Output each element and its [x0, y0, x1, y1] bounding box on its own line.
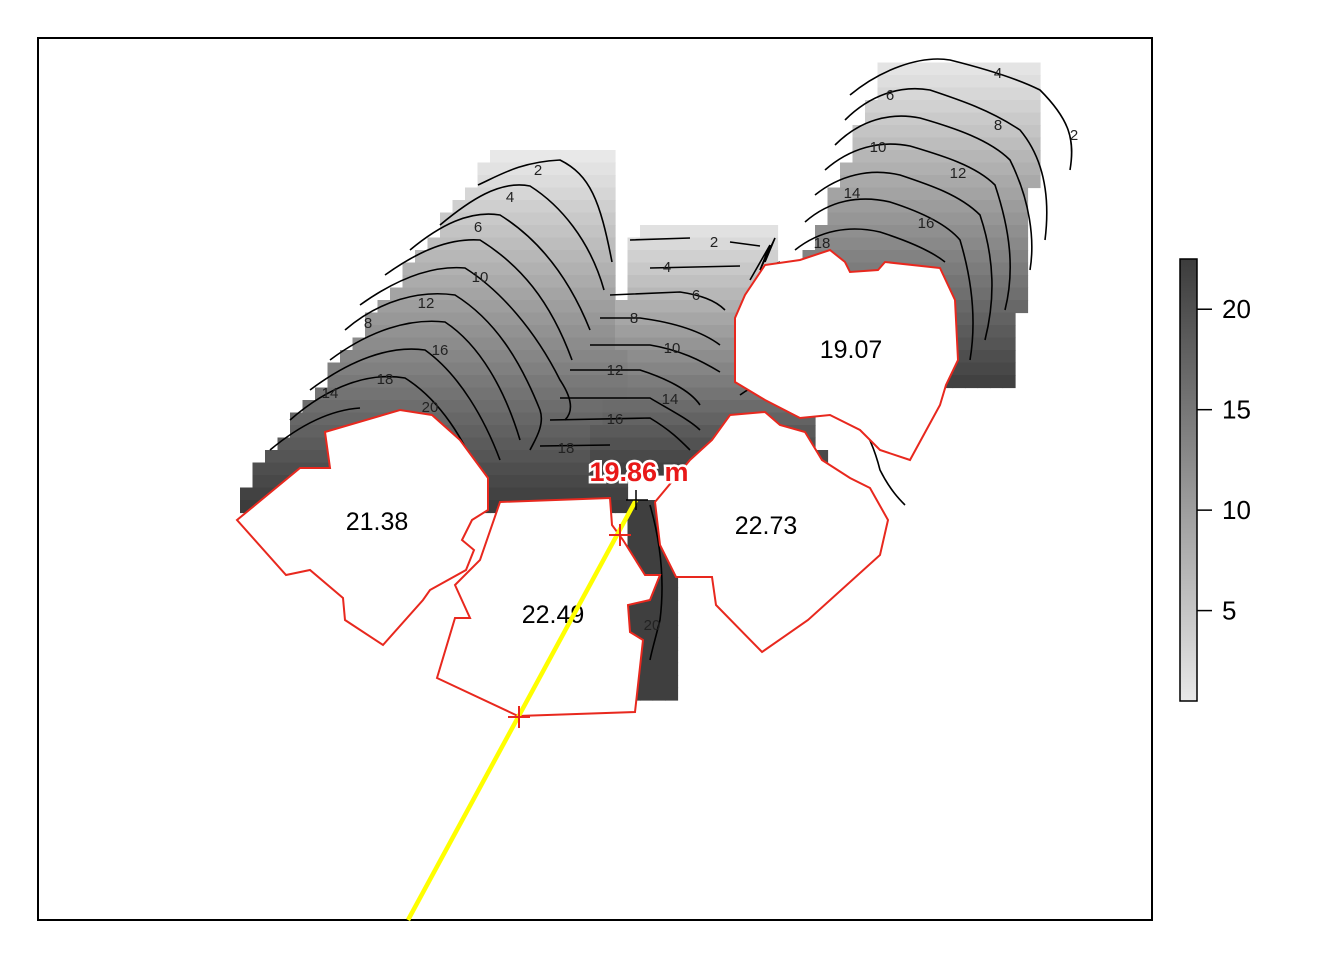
contour-label: 6: [886, 87, 894, 104]
contour-label: 18: [377, 371, 394, 388]
legend-colorbar: [1179, 258, 1198, 702]
building-footprint: [653, 410, 890, 654]
contour-line: [439, 184, 605, 291]
contour-line: [609, 291, 726, 311]
building-footprint: [734, 248, 960, 462]
contour-label: 4: [506, 189, 514, 206]
contour-label: 8: [630, 310, 638, 327]
sun-ray-line: [406, 498, 638, 922]
contour-line: [649, 504, 663, 661]
building-height-label: 19.07: [820, 336, 883, 364]
contour-label: 12: [607, 362, 624, 379]
intersection-marker: [609, 524, 631, 546]
building-footprints: [235, 248, 960, 718]
contour-line: [849, 58, 1073, 171]
legend-tick-label: 15: [1222, 395, 1251, 425]
contour-line: [477, 159, 613, 263]
contour-label: 4: [994, 65, 1002, 82]
contour-line: [600, 317, 721, 346]
color-legend: 5 10 15 20: [1179, 258, 1251, 702]
contour-line: [804, 198, 974, 361]
contour-label: 10: [664, 340, 681, 357]
contour-label: 2: [1070, 127, 1078, 144]
building-height-label: 21.38: [346, 508, 409, 536]
contour-line: [844, 88, 1048, 241]
contour-line: [384, 239, 573, 361]
contour-label: 14: [322, 385, 339, 402]
contour-label: 18: [814, 235, 831, 252]
contour-line: [269, 407, 361, 451]
contour-line: [409, 213, 591, 331]
legend-tick-label: 5: [1222, 596, 1236, 626]
contour-label: 2: [710, 234, 718, 251]
contour-line: [834, 115, 1033, 271]
building-height-label: 22.73: [735, 512, 798, 540]
legend-tick-label: 20: [1222, 294, 1251, 324]
query-point-marker: [626, 490, 648, 510]
contour-label: 4: [663, 259, 671, 276]
building-footprint: [235, 408, 489, 647]
contour-line: [549, 417, 691, 451]
contour-label: 10: [870, 139, 887, 156]
contour-label: 20: [422, 399, 439, 416]
contour-line: [749, 237, 776, 281]
contour-line: [794, 228, 946, 263]
contour-label: 16: [432, 342, 449, 359]
contour-label: 14: [662, 391, 679, 408]
legend-ticks: 5 10 15 20: [1197, 294, 1251, 626]
contour-label: 18: [558, 440, 575, 457]
contour-label: 2: [534, 162, 542, 179]
contour-line: [629, 237, 761, 247]
contour-line: [814, 171, 993, 341]
contour-line: [344, 292, 543, 451]
contour-line: [590, 344, 721, 373]
contour-label: 8: [364, 315, 372, 332]
contour-label: 8: [994, 117, 1002, 134]
contour-label: 6: [692, 287, 700, 304]
contour-label: 6: [474, 219, 482, 236]
building-footprint: [435, 496, 662, 718]
contour-line: [309, 348, 501, 461]
contour-line: [359, 266, 572, 421]
contour-lines: [269, 58, 1073, 661]
intersection-marker: [508, 706, 530, 728]
contour-label: 12: [950, 165, 967, 182]
contour-label: 16: [607, 411, 624, 428]
intersection-markers: [508, 524, 631, 728]
contour-label: 20: [644, 617, 661, 634]
contour-line: [329, 320, 521, 441]
contour-line: [560, 397, 701, 431]
contour-line: [539, 444, 611, 447]
contour-line: [824, 143, 1011, 311]
contour-label: 14: [844, 185, 861, 202]
contour-label: 12: [418, 295, 435, 312]
contour-label: 16: [918, 215, 935, 232]
shadow-height-label: 19.86 m: [589, 457, 688, 487]
contour-line: [570, 369, 701, 406]
legend-tick-label: 10: [1222, 495, 1251, 525]
contour-label: 10: [472, 269, 489, 286]
